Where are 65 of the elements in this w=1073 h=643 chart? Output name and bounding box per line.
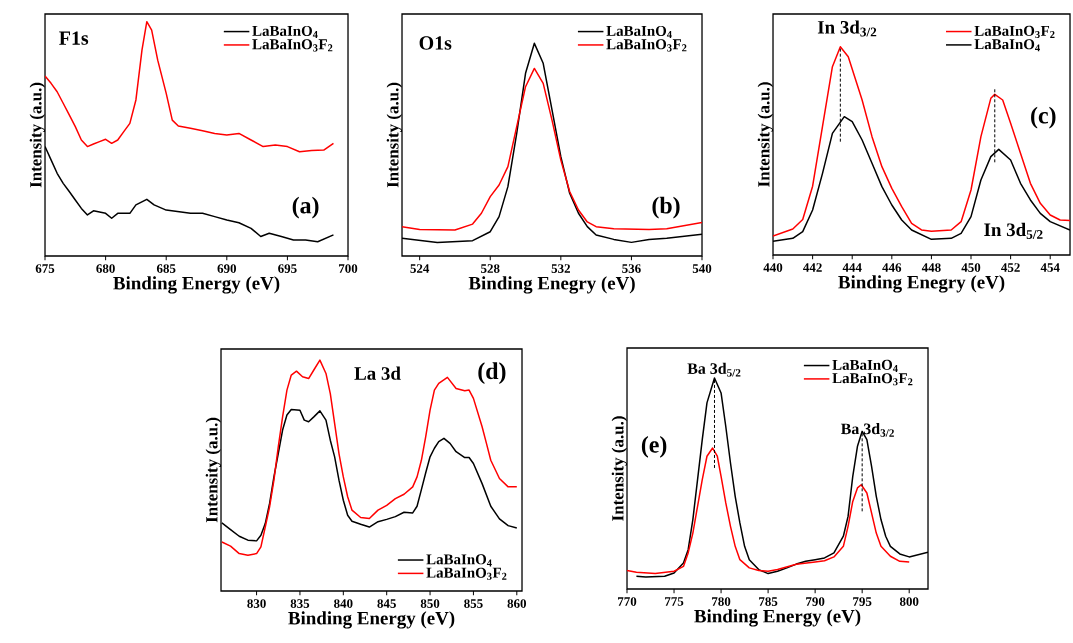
x-tick-label: 695 xyxy=(278,264,297,273)
x-tick-label: 855 xyxy=(464,599,483,608)
x-axis-title: Binding Energy (eV) xyxy=(694,609,861,627)
annotation: (c) xyxy=(1031,106,1056,129)
x-axis-title: Binding Energy (eV) xyxy=(288,611,455,629)
annotation: (d) xyxy=(478,362,506,385)
x-axis-title: Binding Enegry (eV) xyxy=(468,276,635,294)
x-tick-label: 840 xyxy=(334,599,353,608)
x-tick-label: 780 xyxy=(712,597,731,606)
x-tick-label: 444 xyxy=(842,263,862,272)
x-tick-label: 690 xyxy=(217,264,237,273)
annotation: (e) xyxy=(641,435,667,458)
x-tick-label: 536 xyxy=(622,264,641,273)
annotation: (a) xyxy=(292,196,319,219)
x-tick-label: 800 xyxy=(899,597,919,606)
annotation: O1s xyxy=(419,36,452,50)
x-tick-label: 835 xyxy=(290,599,310,608)
y-axis-title: Intensity (a.u.) xyxy=(205,417,222,523)
legend-label: LaBaInO$_{3}$F$_{2}$ xyxy=(974,25,1055,38)
legend-label: LaBaInO$_{4}$ xyxy=(974,39,1040,52)
x-tick-label: 452 xyxy=(1001,263,1020,272)
y-axis-title: Intensity (a.u.) xyxy=(611,416,628,521)
x-tick-label: 860 xyxy=(507,599,527,608)
x-tick-label: 532 xyxy=(551,264,570,273)
x-tick-label: 450 xyxy=(961,263,981,272)
x-tick-label: 700 xyxy=(339,264,358,273)
x-tick-label: 845 xyxy=(377,599,396,608)
x-tick-label: 785 xyxy=(759,597,778,606)
x-axis-title: Binding Energy (eV) xyxy=(113,276,280,294)
legend-label: LaBaInO$_{3}$F$_{2}$ xyxy=(252,39,333,52)
legend-label: LaBaInO$_{4}$ xyxy=(606,25,672,38)
x-tick-label: 528 xyxy=(481,264,500,273)
x-axis-title: Binding Enegry (eV) xyxy=(838,275,1005,293)
x-tick-label: 830 xyxy=(247,599,266,608)
legend-label: LaBaInO$_{4}$ xyxy=(832,359,898,372)
annotation: In 3d$_{5/2}$ xyxy=(984,222,1043,239)
x-tick-label: 440 xyxy=(763,263,783,272)
x-tick-label: 790 xyxy=(806,597,825,606)
x-tick-label: 775 xyxy=(665,597,684,606)
legend-label: LaBaInO$_{4}$ xyxy=(252,25,318,38)
x-tick-label: 446 xyxy=(882,263,902,272)
x-tick-label: 524 xyxy=(410,264,430,273)
annotation: (b) xyxy=(652,196,680,219)
legend-label: LaBaInO$_{3}$F$_{2}$ xyxy=(426,567,507,580)
x-tick-label: 442 xyxy=(803,263,822,272)
y-axis-title: Intensity (a.u.) xyxy=(386,82,403,188)
legend-label: LaBaInO$_{4}$ xyxy=(426,554,492,567)
x-tick-label: 685 xyxy=(156,264,176,273)
y-axis-title: Intensity (a.u.) xyxy=(757,82,774,187)
x-tick-label: 850 xyxy=(420,599,440,608)
annotation: Ba 3d$_{3/2}$ xyxy=(840,423,894,437)
annotation: F1s xyxy=(59,31,89,45)
y-axis-title: Intensity (a.u.) xyxy=(29,82,46,188)
x-tick-label: 448 xyxy=(921,263,941,272)
legend-label: LaBaInO$_{3}$F$_{2}$ xyxy=(606,39,687,52)
x-tick-label: 795 xyxy=(853,597,872,606)
annotation: La 3d xyxy=(354,366,401,380)
legend-label: LaBaInO$_{3}$F$_{2}$ xyxy=(832,373,913,386)
x-tick-label: 675 xyxy=(35,264,55,273)
x-tick-label: 540 xyxy=(692,264,712,273)
x-tick-label: 680 xyxy=(96,264,115,273)
text: In 3d$_{3/2}$ xyxy=(817,20,877,37)
x-tick-label: 454 xyxy=(1040,263,1060,272)
x-tick-label: 770 xyxy=(618,597,637,606)
text: Ba 3d$_{5/2}$ xyxy=(687,362,741,377)
